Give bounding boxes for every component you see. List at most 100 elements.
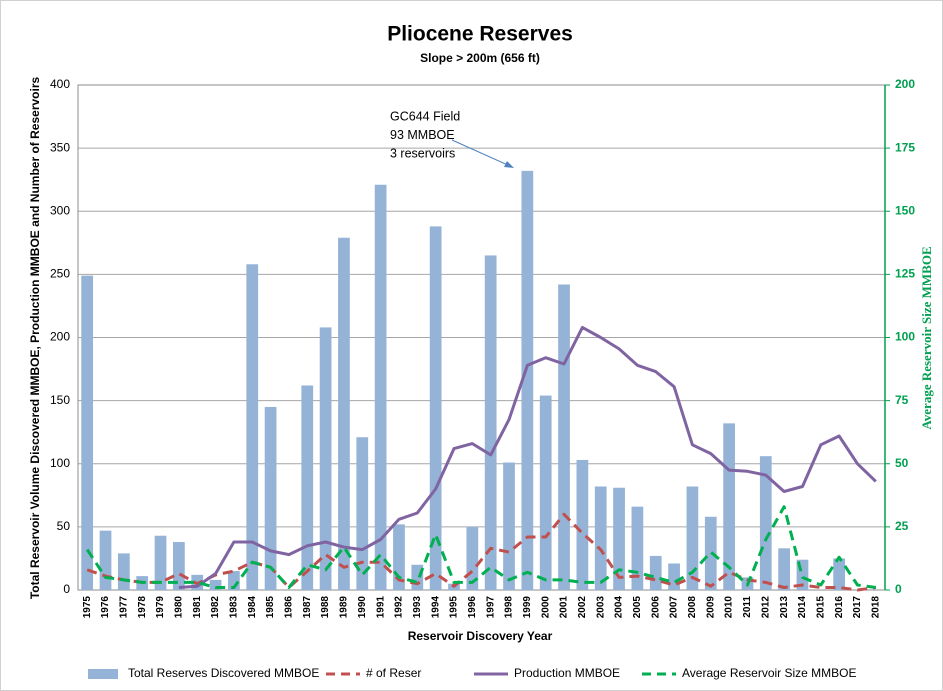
bar (301, 385, 314, 590)
legend-swatch (88, 669, 118, 679)
chart-title: Pliocene Reserves (387, 23, 573, 46)
bar (833, 558, 846, 590)
y-tick-label: 50 (57, 519, 71, 533)
bar (649, 555, 662, 590)
bar (613, 487, 625, 590)
x-tick-label: 1988 (320, 596, 331, 619)
bar (374, 184, 387, 591)
series-line (178, 325, 877, 589)
bar (594, 486, 607, 590)
y2-tick-label: 50 (895, 456, 909, 470)
annotation-arrowhead (504, 161, 514, 168)
y-tick-label: 200 (50, 330, 70, 344)
bar (154, 535, 167, 590)
y-tick-label: 0 (63, 582, 70, 596)
chart-subtitle: Slope > 200m (656 ft) (420, 51, 540, 65)
bar (668, 563, 680, 590)
y-tick-label: 100 (50, 456, 70, 470)
bar (796, 559, 809, 590)
bar (484, 255, 497, 590)
bar (686, 486, 699, 590)
y2-tick-label: 0 (895, 582, 902, 596)
legend-label: Average Reservoir Size MMBOE (682, 666, 857, 680)
y2-tick-label: 25 (895, 519, 909, 533)
x-tick-label: 2004 (614, 596, 625, 619)
bar (228, 571, 240, 590)
x-tick-label: 1997 (485, 596, 496, 619)
x-tick-label: 1996 (467, 596, 478, 619)
legend-label: Total Reserves Discovered MMBOE (128, 666, 319, 680)
bar (778, 548, 790, 590)
y-tick-label: 350 (50, 140, 70, 154)
x-tick-label: 2009 (705, 596, 716, 619)
x-tick-label: 2005 (632, 596, 643, 619)
x-tick-label: 1989 (339, 596, 350, 619)
x-tick-label: 2006 (650, 596, 661, 619)
legend-label: # of Reser (366, 666, 421, 680)
x-tick-label: 2017 (852, 596, 863, 619)
legend-label: Production MMBOE (514, 666, 620, 680)
bar (631, 506, 644, 590)
series-line (85, 505, 877, 589)
bar (503, 462, 515, 590)
x-tick-label: 1976 (100, 596, 111, 619)
x-tick-label: 2003 (595, 596, 606, 619)
y2-tick-label: 200 (895, 77, 915, 91)
x-tick-label: 1977 (118, 596, 129, 619)
x-tick-label: 2008 (687, 596, 698, 619)
bar (246, 264, 259, 590)
bar (81, 275, 94, 590)
x-tick-label: 1994 (430, 596, 441, 619)
x-tick-label: 2015 (815, 596, 826, 619)
x-tick-label: 2018 (870, 596, 881, 619)
bar (393, 524, 405, 590)
x-tick-label: 1983 (229, 596, 240, 619)
x-tick-label: 1998 (504, 596, 515, 619)
bar (264, 406, 277, 590)
bar (117, 553, 130, 590)
y2-tick-label: 175 (895, 140, 915, 154)
bar (338, 237, 350, 590)
x-tick-label: 2016 (834, 596, 845, 619)
x-tick-label: 2001 (559, 596, 570, 619)
x-tick-label: 2014 (797, 596, 808, 619)
bar (356, 437, 369, 590)
y2-tick-label: 125 (895, 267, 915, 281)
x-tick-label: 1992 (394, 596, 405, 619)
x-tick-label: 1991 (375, 596, 386, 619)
bar (411, 564, 424, 590)
x-tick-label: 1978 (137, 596, 148, 619)
annotation: GC644 Field (390, 109, 460, 123)
x-tick-label: 1993 (412, 596, 423, 619)
x-tick-label: 1990 (357, 596, 368, 619)
legend: Total Reserves Discovered MMBOE # of Rese… (88, 666, 857, 680)
y2-axis-label: Average Reservoir Size MMBOE (919, 246, 934, 429)
bar (723, 423, 735, 590)
x-tick-label: 2002 (577, 596, 588, 619)
x-tick-label: 1987 (302, 596, 313, 619)
x-tick-label: 2013 (779, 596, 790, 619)
x-tick-label: 1980 (174, 596, 185, 619)
bar (99, 530, 112, 590)
y2-tick-label: 150 (895, 203, 915, 217)
x-tick-label: 1999 (522, 596, 533, 619)
y-tick-label: 250 (50, 267, 70, 281)
bar (173, 542, 185, 590)
bar (521, 170, 534, 590)
bar (466, 526, 479, 590)
x-tick-label: 1975 (82, 596, 93, 619)
x-tick-label: 1986 (284, 596, 295, 619)
x-tick-label: 1982 (210, 596, 221, 619)
bar (576, 459, 589, 590)
x-tick-label: 1995 (449, 596, 460, 619)
bar (539, 395, 552, 590)
x-tick-label: 1984 (247, 596, 258, 619)
annotation-arrow (451, 139, 511, 167)
series-line (86, 512, 877, 592)
x-tick-label: 2011 (742, 596, 753, 618)
bar (558, 284, 570, 590)
x-tick-label: 1981 (192, 596, 203, 619)
x-axis-label: Reservoir Discovery Year (408, 629, 553, 643)
bar (759, 456, 772, 590)
x-tick-label: 1979 (155, 596, 166, 619)
